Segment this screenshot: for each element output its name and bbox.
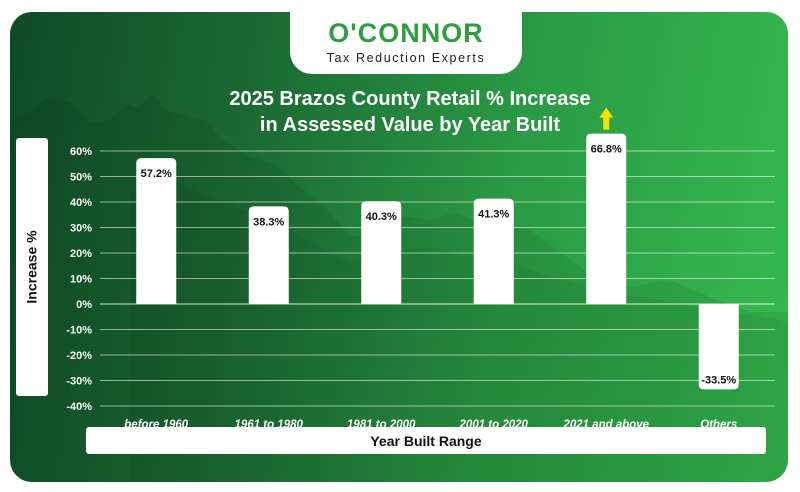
- y-tick-label: -20%: [66, 350, 92, 362]
- brand-name: O'CONNOR: [328, 18, 484, 48]
- overflow-arrow-icon: [599, 107, 614, 130]
- y-tick-label: 20%: [70, 248, 92, 260]
- y-axis-label-box: [16, 138, 48, 396]
- y-tick-label: 40%: [70, 197, 92, 209]
- data-label: 38.3%: [253, 216, 284, 228]
- data-label: 66.8%: [591, 144, 622, 156]
- bar: [248, 206, 289, 304]
- x-axis-label: Year Built Range: [86, 427, 766, 454]
- y-tick-label: 0%: [76, 299, 92, 311]
- chart-title-line-1: 2025 Brazos County Retail % Increase: [229, 88, 591, 110]
- x-tick-label: 1981 to 2000: [347, 419, 416, 431]
- x-tick-label: 1961 to 1980: [235, 419, 304, 431]
- data-label: 41.3%: [478, 209, 509, 221]
- chart-title: 2025 Brazos County Retail % Increase in …: [160, 86, 660, 138]
- bar: [473, 198, 514, 304]
- brand-logo: O'CONNOR Tax Reduction Experts: [290, 12, 522, 74]
- x-tick-label: 2001 to 2020: [459, 419, 529, 431]
- bar: [361, 201, 402, 304]
- x-tick-label: Others: [700, 419, 737, 431]
- bar: [136, 158, 177, 304]
- bar: [698, 304, 739, 390]
- y-tick-label: 50%: [70, 172, 92, 184]
- y-tick-label: 30%: [70, 223, 92, 235]
- bar: [586, 133, 627, 304]
- chart-title-line-2: in Assessed Value by Year Built: [259, 114, 561, 136]
- brand-tagline: Tax Reduction Experts: [326, 51, 486, 65]
- y-tick-label: 10%: [70, 274, 92, 286]
- data-label: 40.3%: [366, 211, 397, 223]
- y-tick-label: -40%: [66, 401, 92, 413]
- y-tick-label: 60%: [70, 146, 92, 158]
- x-tick-label: before 1960: [124, 419, 189, 431]
- data-label: -33.5%: [701, 374, 736, 386]
- y-tick-label: -30%: [66, 376, 92, 388]
- y-tick-label: -10%: [66, 325, 92, 337]
- data-label: 57.2%: [141, 168, 172, 180]
- x-tick-label: 2021 and above: [562, 419, 649, 431]
